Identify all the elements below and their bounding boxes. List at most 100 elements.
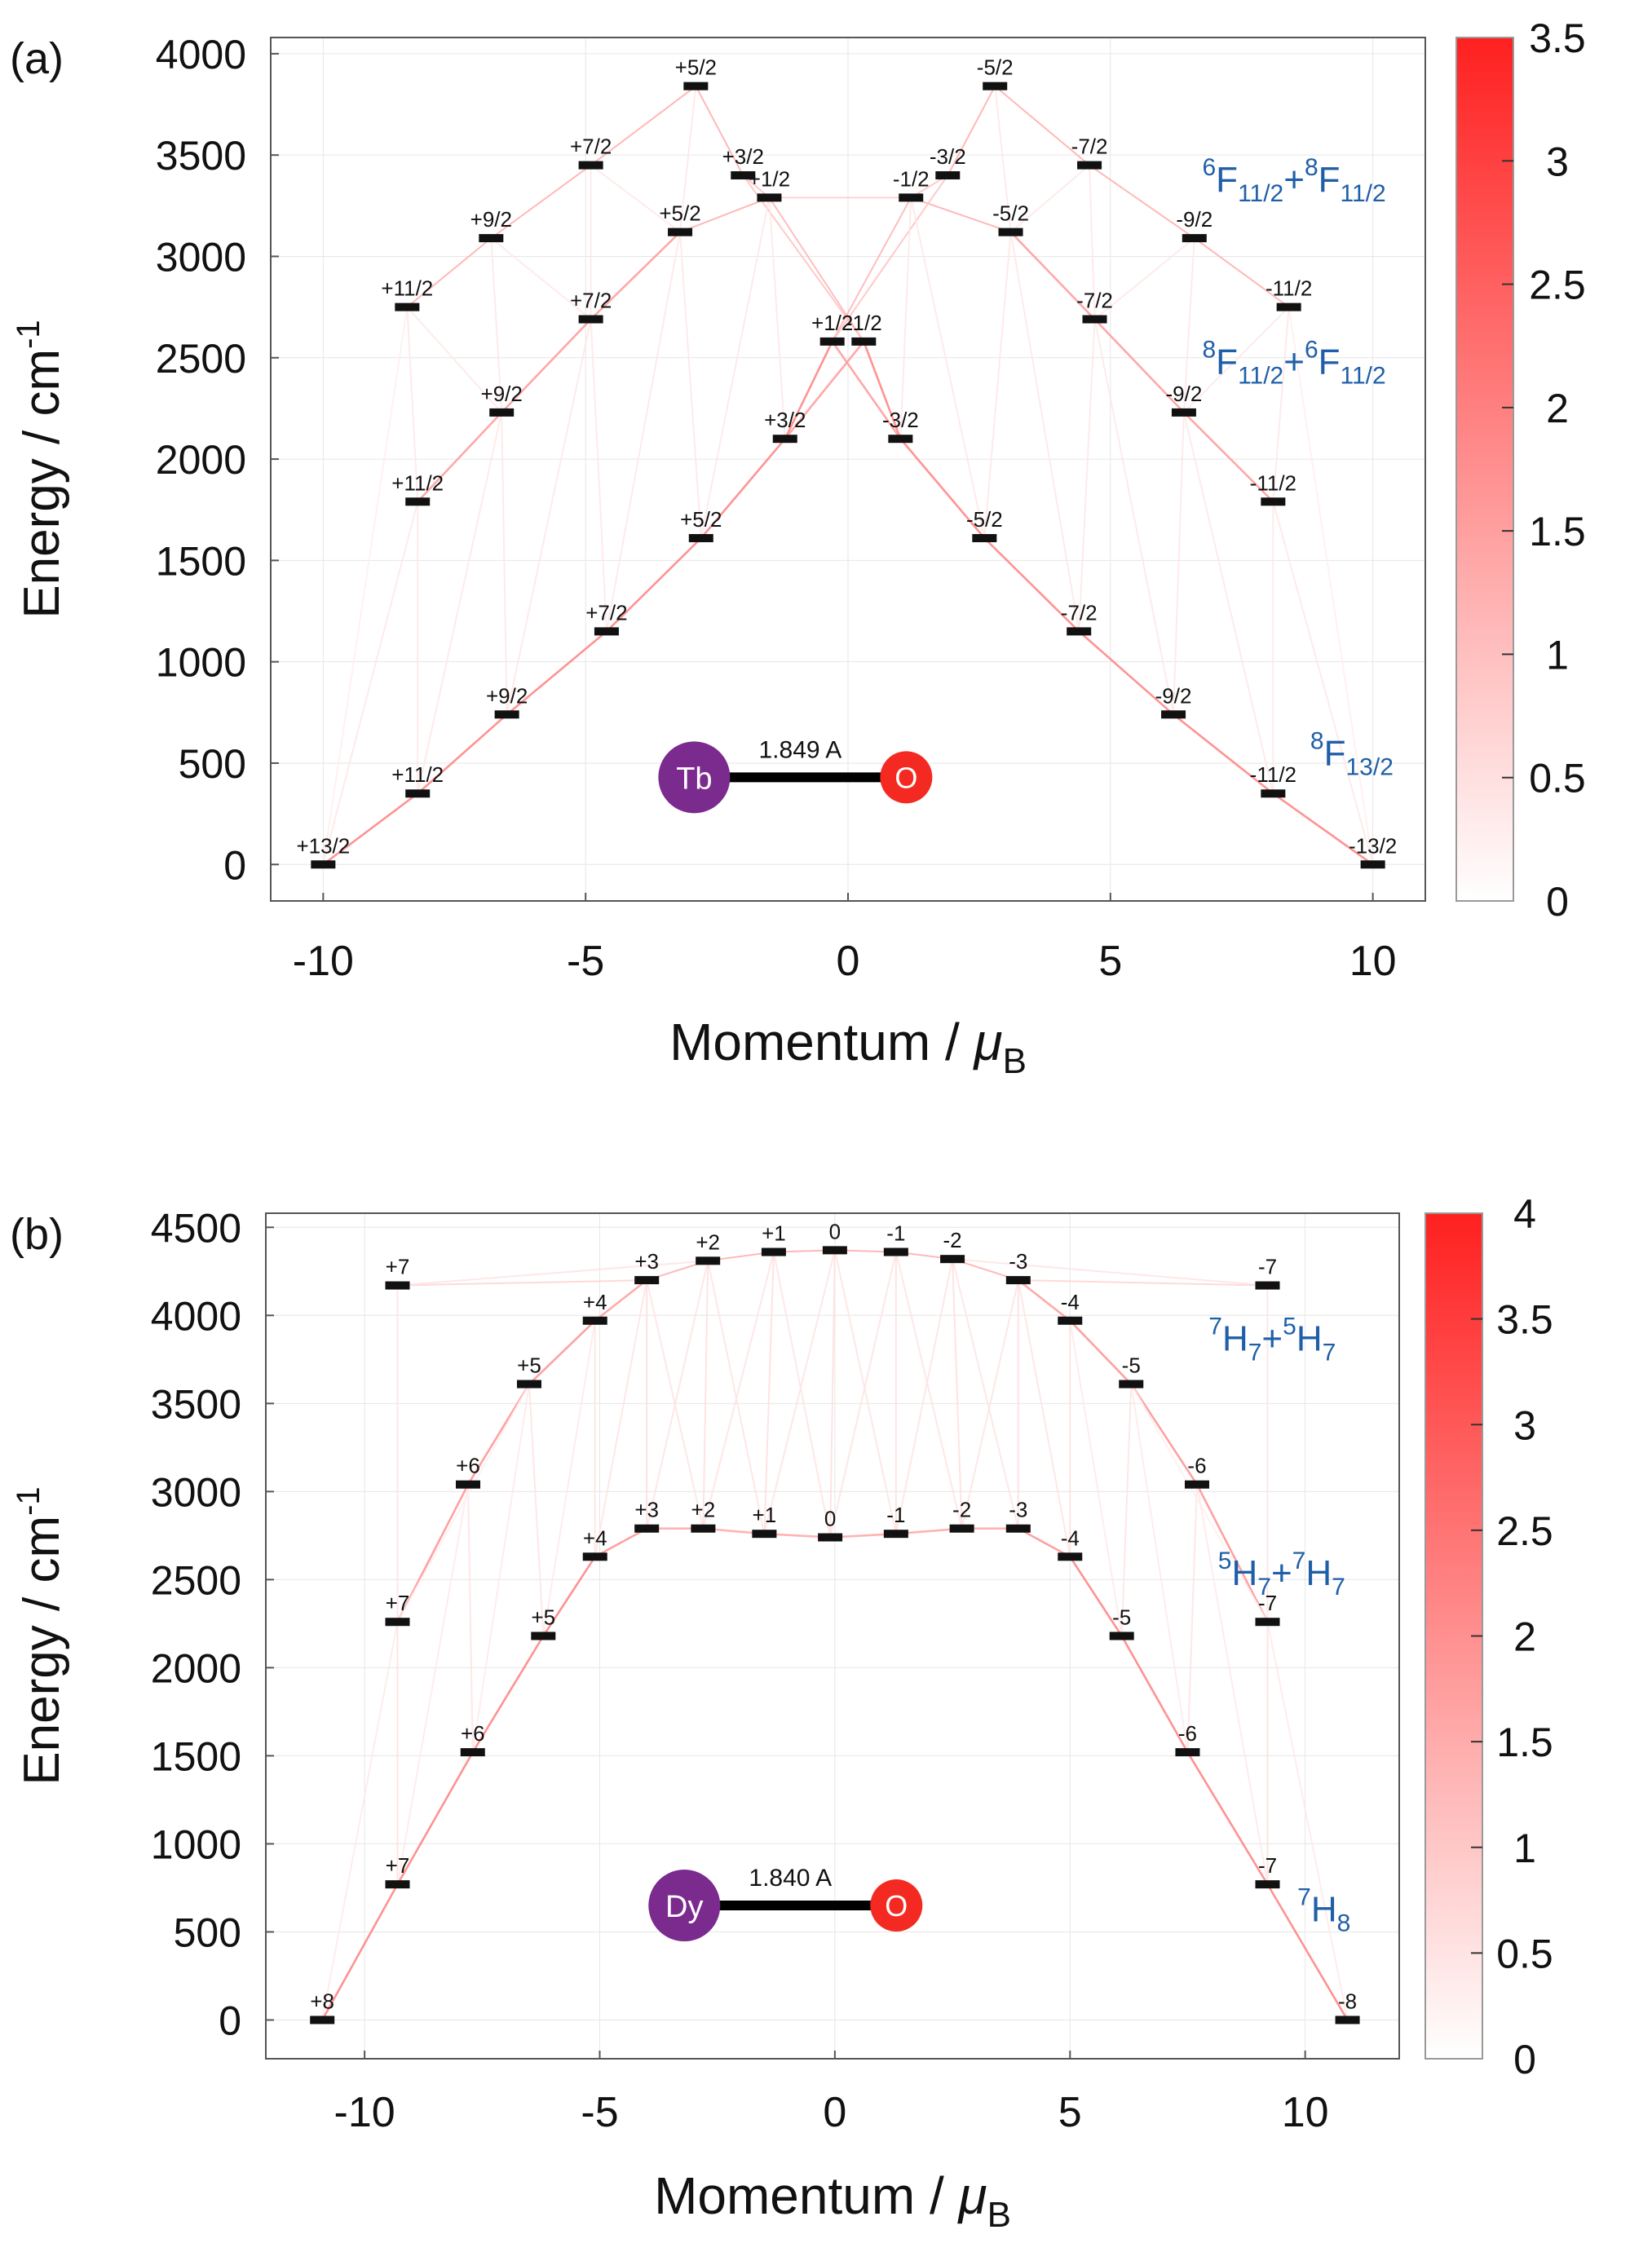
energy-level-label: +7: [386, 1853, 410, 1878]
term-annotation-part: 5: [1218, 1548, 1232, 1574]
x-tick-label: -5: [567, 938, 604, 985]
transition-line: [1173, 412, 1185, 715]
transition-line: [1009, 164, 1090, 233]
y-axis-label: Energy / cm-1: [11, 1486, 70, 1785]
energy-level-label: -1: [886, 1503, 905, 1527]
transition-line: [1017, 1279, 1071, 1557]
transition-line: [1018, 1527, 1071, 1558]
energy-level-marker: [385, 1618, 410, 1627]
y-axis-label-sup: -1: [11, 320, 46, 349]
x-axis-label-sub: B: [987, 2195, 1011, 2235]
energy-level-label: -5/2: [992, 201, 1029, 226]
energy-level-label: +7/2: [570, 289, 612, 313]
y-tick-label: 3500: [151, 1381, 241, 1427]
energy-level-marker: [688, 534, 713, 543]
transition-line: [1009, 231, 1096, 320]
energy-level-marker: [1335, 2016, 1360, 2024]
energy-level-label: -7: [1258, 1591, 1277, 1615]
transition-line: [894, 1258, 954, 1534]
energy-level-label: -1/2: [893, 166, 930, 191]
term-annotation-part: +: [1271, 1553, 1292, 1593]
colorbar: 0 0.5 1 1.5 2 2.5 3 3.5 4: [1425, 1191, 1553, 2082]
transition-line: [646, 1279, 705, 1529]
energy-level-label: -5/2: [966, 507, 1003, 532]
transition-line: [833, 1250, 897, 1534]
x-axis-label: Momentum / μB: [654, 2166, 1011, 2235]
transition-line: [397, 1260, 709, 1287]
energy-level-label: -7/2: [1076, 289, 1113, 313]
energy-level-label: +9/2: [486, 683, 528, 708]
transition-line: [397, 1279, 647, 1287]
energy-level-label: -2: [943, 1228, 962, 1252]
transition-line: [490, 238, 503, 413]
metal-atom: [648, 1870, 721, 1942]
term-annotation: 8F11/2+6F11/2: [1202, 337, 1385, 390]
transition-line: [952, 1258, 1019, 1529]
energy-level-marker: [818, 1533, 843, 1542]
transition-line: [406, 307, 419, 502]
transition-line: [1266, 1622, 1349, 2020]
energy-level-marker: [578, 315, 603, 324]
x-axis-label-text: Momentum /: [654, 2166, 958, 2225]
energy-level-marker: [578, 161, 603, 170]
energy-level-label: +9/2: [470, 207, 512, 232]
x-tick-label: -10: [293, 938, 354, 985]
energy-level-label: +3: [634, 1249, 659, 1274]
y-tick-label: 1500: [156, 538, 246, 584]
energy-level-label: +13/2: [296, 833, 350, 858]
term-annotation-part: 11/2: [1341, 180, 1386, 207]
transition-line: [590, 164, 681, 233]
energy-level-marker: [772, 435, 797, 444]
energy-level-marker: [822, 1246, 847, 1255]
panel-label: (b): [10, 1210, 64, 1259]
ligand-atom-label: O: [885, 1889, 908, 1923]
energy-level-marker: [405, 497, 431, 506]
x-tick-label: 10: [1282, 2089, 1329, 2136]
energy-level-label: +6: [456, 1454, 480, 1478]
transition-line: [1069, 1320, 1123, 1636]
transition-line: [542, 1556, 596, 1637]
energy-level-label: -5/2: [977, 55, 1014, 80]
y-axis-label-text: Energy / cm: [14, 1516, 70, 1786]
energy-level-label: -11/2: [1250, 470, 1296, 495]
transition-line: [322, 501, 419, 865]
energy-level-label: -3/2: [930, 144, 966, 169]
transition-line: [605, 232, 682, 632]
transition-line: [590, 85, 696, 166]
energy-level-label: -4: [1061, 1290, 1080, 1314]
energy-level-label: +1/2: [749, 166, 790, 191]
energy-level-label: -7/2: [1061, 600, 1098, 625]
colorbar-tick-label: 2.5: [1529, 263, 1586, 308]
transition-line: [1093, 319, 1175, 715]
term-annotation-part: F: [1216, 160, 1238, 200]
energy-level-marker: [668, 227, 693, 236]
y-tick-label: 0: [223, 842, 246, 888]
energy-level-label: +1: [753, 1503, 777, 1527]
bond-length-label: 1.849 A: [758, 736, 841, 763]
y-tick-label: 3000: [151, 1469, 241, 1515]
metal-atom-label: Dy: [665, 1890, 703, 1924]
term-annotation-part: H: [1222, 1319, 1248, 1359]
transition-line: [1093, 318, 1185, 413]
energy-level-marker: [1077, 161, 1102, 170]
transition-line: [1018, 1279, 1071, 1322]
energy-level-marker: [489, 408, 515, 417]
y-tick-label: 3500: [156, 133, 246, 179]
colorbar-tick-label: 1: [1513, 1826, 1536, 1871]
transition-line: [1173, 713, 1274, 795]
colorbar-tick-label: 3: [1513, 1402, 1536, 1448]
transition-line: [695, 86, 744, 176]
energy-level-marker: [935, 171, 961, 180]
energy-level-label: +7: [386, 1255, 410, 1279]
energy-level-marker: [1005, 1276, 1031, 1285]
energy-level-label: -9/2: [1155, 683, 1192, 708]
transition-line: [899, 438, 986, 539]
transition-line: [471, 1384, 530, 1753]
energy-level-label: -11/2: [1266, 276, 1312, 301]
transition-line: [1183, 411, 1274, 503]
energy-level-marker: [311, 860, 336, 869]
y-axis-label-sup: -1: [11, 1486, 46, 1516]
colorbar: 0 0.5 1 1.5 2 2.5 3 3.5: [1455, 15, 1586, 925]
term-annotation-part: F: [1319, 342, 1341, 382]
y-tick-label: 4500: [151, 1205, 241, 1251]
